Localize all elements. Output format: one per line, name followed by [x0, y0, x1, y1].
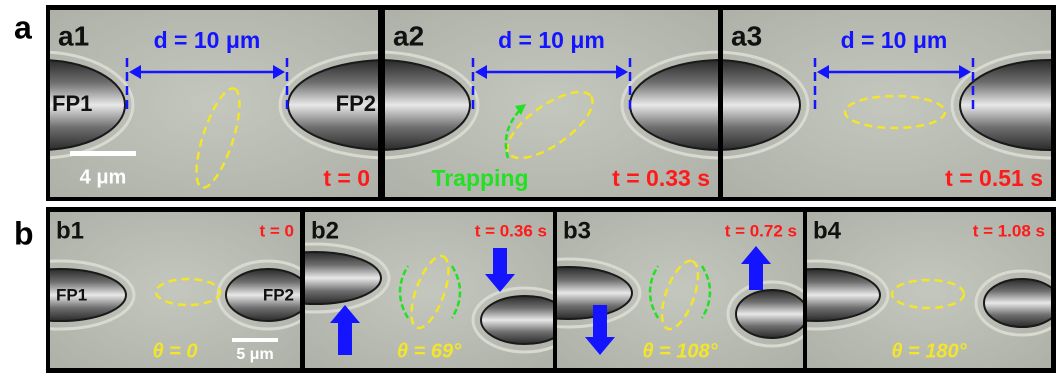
annotation: Trapping — [431, 165, 528, 191]
time-label: t = 0.33 s — [612, 165, 710, 191]
angle-label: θ = 0 — [152, 340, 197, 362]
subpanel-label: a2 — [393, 20, 424, 51]
distance-label: d = 10 μm — [498, 27, 605, 53]
subpanel-label: a1 — [58, 20, 89, 51]
scale-bar — [70, 151, 136, 156]
scale-bar-label: 5 μm — [236, 346, 273, 363]
distance-label: d = 10 μm — [154, 27, 261, 53]
probe-label: FP1 — [56, 285, 87, 304]
angle-label: θ = 108° — [642, 340, 718, 362]
panel-label: a — [14, 9, 32, 45]
probe-label: FP1 — [52, 91, 92, 116]
figure: a b a1 d = 10 μm t = 0 FP1 FP2 4 μm a2 d = 10 μ… — [0, 0, 1060, 376]
fiber-probe — [736, 290, 808, 338]
probe-label: FP2 — [336, 91, 376, 116]
time-label: t = 0.36 s — [475, 221, 547, 240]
panel-label: b — [14, 215, 34, 251]
angle-label: θ = 180° — [891, 340, 967, 362]
angle-label: θ = 69° — [397, 340, 462, 362]
scale-bar-label: 4 μm — [80, 166, 127, 188]
time-label: t = 0.72 s — [725, 221, 797, 240]
time-label: t = 1.08 s — [973, 221, 1045, 240]
subpanel-label: b3 — [563, 217, 591, 244]
probe-label: FP2 — [263, 285, 294, 304]
scale-bar — [232, 338, 278, 342]
subpanel-label: b1 — [56, 217, 84, 244]
subpanel-label: a3 — [731, 20, 762, 51]
time-label: t = 0.51 s — [945, 165, 1043, 191]
time-label: t = 0 — [323, 165, 370, 191]
time-label: t = 0 — [260, 221, 295, 240]
distance-label: d = 10 μm — [841, 27, 948, 53]
fiber-probe — [984, 279, 1060, 327]
subpanel-label: b2 — [311, 217, 339, 244]
subpanel-label: b4 — [813, 217, 842, 244]
